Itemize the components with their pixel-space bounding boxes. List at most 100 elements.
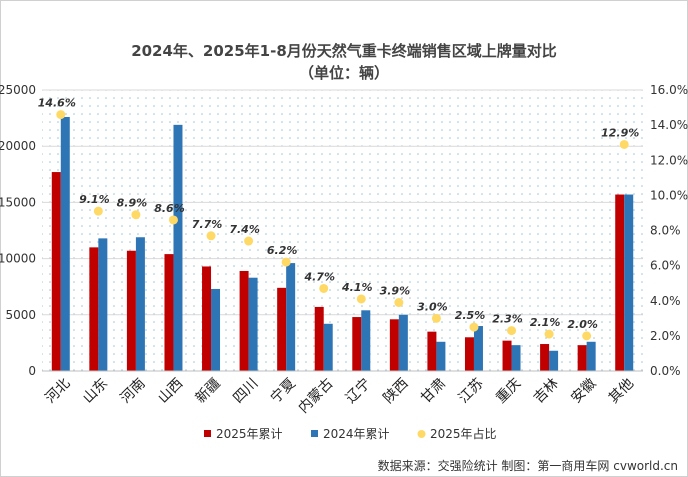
y-left-tick-label: 15000 [0,195,36,209]
share-data-label: 8.9% [117,197,148,210]
share-point [619,139,629,149]
bar-2025 [89,247,99,371]
y-right-tick-label: 2.0% [650,329,681,343]
legend-label: 2025年累计 [216,427,283,441]
y-right-tick-label: 8.0% [650,224,681,238]
x-category-label: 重庆 [493,375,524,406]
bar-2024 [323,323,333,371]
share-point [56,110,66,120]
share-data-label: 4.1% [341,281,373,294]
bar-2025 [540,344,550,371]
chart-subtitle: （单位：辆） [298,64,389,82]
share-data-label: 3.0% [417,300,448,313]
y-right-tick-label: 12.0% [650,153,688,167]
bar-2024 [286,263,296,371]
y-right-tick-label: 6.0% [650,259,681,273]
bar-2024 [398,314,408,371]
y-left-tick-label: 10000 [0,252,36,266]
share-point [394,298,404,308]
x-category-label: 辽宁 [342,375,374,407]
bar-2025 [314,306,324,371]
bar-2024 [624,194,634,371]
source-note: 数据来源：交强险统计 制图：第一商用车网 cvworld.cn [377,459,678,473]
bar-2024 [586,341,596,371]
legend-label: 2025年占比 [430,426,497,441]
share-point [319,283,329,293]
bar-2024 [60,116,70,371]
bar-2025 [352,317,362,371]
share-point [582,331,592,341]
y-right-tick-label: 14.0% [650,118,688,132]
bar-2025 [615,194,625,371]
share-point [431,313,441,323]
share-data-label: 9.1% [79,193,110,206]
bar-2024 [549,350,559,371]
share-data-label: 2.5% [455,309,486,322]
bar-2025 [427,331,437,371]
bar-2024 [173,124,183,372]
bar-2024 [248,277,258,371]
bar-2025 [164,254,174,371]
share-point [131,210,141,220]
share-data-label: 7.4% [229,223,260,236]
x-category-label: 内蒙古 [295,375,336,416]
share-data-label: 6.2% [267,244,298,257]
share-data-label: 2.3% [492,313,523,326]
bar-2025 [277,287,287,371]
x-category-label: 山西 [155,375,186,406]
y-right-tick-label: 4.0% [650,294,681,308]
x-category-label: 甘肃 [418,375,449,406]
bar-2025 [464,337,474,371]
bar-2025 [202,266,212,371]
y-left-tick-label: 20000 [0,139,36,153]
share-point [544,329,554,339]
bar-2025 [577,345,587,371]
bar-2024 [98,238,108,371]
share-data-label: 2.0% [567,318,598,331]
x-category-label: 江苏 [456,375,487,406]
legend-label: 2024年累计 [323,427,390,441]
share-data-label: 14.6% [38,97,76,110]
legend-swatch [204,430,211,437]
share-point [168,215,178,225]
legend-swatch [417,430,426,438]
share-point [469,322,479,332]
share-point [507,326,517,336]
share-point [356,294,366,304]
bar-2025 [389,319,399,371]
bar-2025 [502,340,512,371]
x-category-label: 安徽 [568,375,599,406]
bar-2024 [473,326,483,371]
bar-2025 [51,172,61,371]
x-category-label: 新疆 [193,375,224,406]
bar-2025 [239,270,249,371]
chart-title: 2024年、2025年1-8月份天然气重卡终端销售区域上牌量对比 [131,42,557,60]
x-category-label: 其他 [606,375,637,406]
y-left-tick-label: 25000 [0,83,36,97]
bar-2024 [135,237,145,371]
y-right-tick-label: 10.0% [650,188,688,202]
bar-2024 [361,310,371,371]
bar-2024 [211,288,221,371]
share-data-label: 12.9% [601,126,639,139]
x-category-label: 河北 [42,375,73,406]
x-category-label: 吉林 [531,375,562,406]
y-right-tick-label: 16.0% [650,83,688,97]
share-point [93,206,103,216]
share-data-label: 4.7% [303,270,335,283]
bar-2025 [126,250,136,371]
x-category-label: 四川 [230,375,261,406]
y-left-tick-label: 5000 [5,308,36,322]
share-data-label: 2.1% [530,316,561,329]
share-data-label: 3.9% [380,285,411,298]
y-left-tick-label: 0 [28,364,36,378]
legend-swatch [311,430,318,437]
y-right-tick-label: 0.0% [650,364,681,378]
x-category-label: 河南 [118,375,149,406]
share-data-label: 8.6% [154,202,185,215]
bar-2024 [511,345,521,371]
x-category-label: 陕西 [380,375,411,406]
share-point [206,231,216,241]
share-point [244,236,254,246]
